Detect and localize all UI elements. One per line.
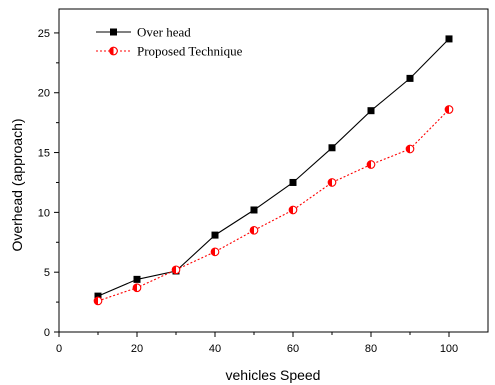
data-point bbox=[133, 275, 141, 283]
data-point bbox=[94, 292, 102, 300]
data-point bbox=[366, 160, 376, 169]
x-tick-label: 80 bbox=[365, 343, 377, 355]
data-point bbox=[249, 225, 259, 235]
y-tick-label: 25 bbox=[38, 28, 50, 40]
legend-label: Over head bbox=[137, 25, 191, 40]
data-point bbox=[211, 231, 219, 239]
marker-half-fill bbox=[250, 226, 254, 235]
marker-half-fill bbox=[367, 160, 371, 169]
data-point bbox=[210, 247, 220, 257]
plot-frame bbox=[58, 8, 489, 333]
series-line bbox=[97, 109, 450, 302]
data-point bbox=[171, 265, 181, 275]
x-tick-label: 0 bbox=[56, 343, 62, 355]
data-point bbox=[406, 74, 414, 82]
x-tick-label: 60 bbox=[287, 343, 299, 355]
data-point bbox=[405, 144, 415, 154]
data-point bbox=[288, 205, 298, 215]
marker-half-fill bbox=[211, 248, 215, 256]
marker-half-fill bbox=[172, 265, 176, 274]
marker-half-fill bbox=[406, 145, 410, 153]
marker-half-fill bbox=[94, 297, 98, 305]
series-layer bbox=[93, 35, 454, 306]
y-tick-label: 20 bbox=[38, 88, 50, 100]
series-1 bbox=[93, 105, 454, 306]
data-point bbox=[93, 296, 103, 306]
x-tick-label: 20 bbox=[131, 343, 143, 355]
data-point bbox=[289, 178, 297, 186]
marker-half-fill bbox=[133, 283, 137, 292]
y-tick-label: 10 bbox=[38, 207, 50, 219]
marker-half-fill bbox=[445, 105, 449, 114]
data-point bbox=[250, 206, 258, 214]
legend-marker bbox=[110, 28, 117, 36]
data-point bbox=[328, 144, 336, 152]
x-axis-title: vehicles Speed bbox=[226, 367, 321, 383]
y-tick-label: 15 bbox=[38, 148, 50, 160]
data-point bbox=[327, 178, 337, 187]
axes: 0 20 40 60 80 100 0 5 10 15 20 25 bbox=[38, 8, 489, 355]
y-tick-label: 0 bbox=[44, 327, 50, 339]
marker-half-fill bbox=[289, 206, 293, 214]
x-tick-label: 100 bbox=[440, 343, 458, 355]
data-point bbox=[132, 283, 142, 293]
y-tick-label: 5 bbox=[44, 267, 50, 279]
marker-half-fill bbox=[109, 47, 114, 55]
marker-half-fill bbox=[328, 178, 332, 187]
legend-label: Proposed Technique bbox=[137, 44, 243, 59]
legend-marker bbox=[109, 46, 118, 56]
x-tick-label: 40 bbox=[209, 343, 221, 355]
data-point bbox=[367, 107, 375, 115]
y-axis-title: Overhead (approach) bbox=[9, 118, 25, 251]
legend: Over head Proposed Technique bbox=[96, 25, 243, 59]
series-line bbox=[97, 38, 450, 297]
data-point bbox=[444, 105, 454, 114]
data-point bbox=[445, 35, 453, 43]
series-0 bbox=[94, 35, 453, 300]
